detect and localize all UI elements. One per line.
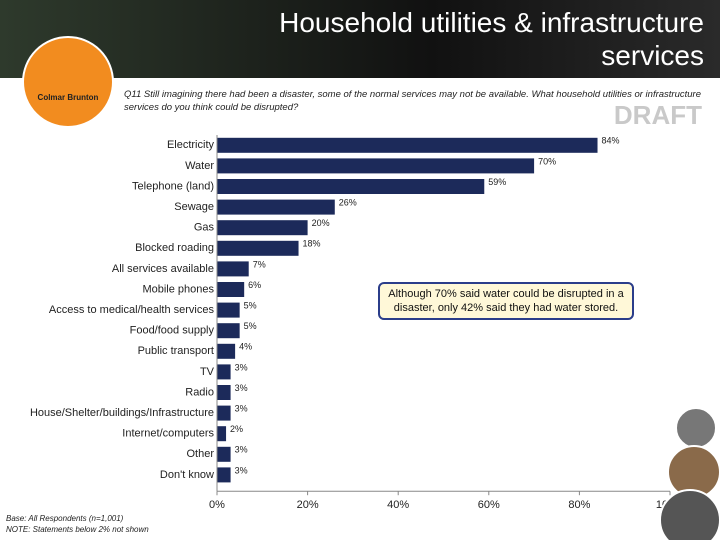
value-label: 2% [230,424,243,434]
logo: Colmar Brunton [22,36,114,128]
bar [217,385,231,400]
footnotes: Base: All Respondents (n=1,001) NOTE: St… [6,513,149,535]
question: Q11 Still imagining there had been a dis… [124,89,701,113]
bar [217,364,231,380]
value-label: 4% [239,342,252,352]
bar [217,426,227,442]
x-tick-label: 60% [478,499,500,511]
value-label: 6% [248,280,261,290]
bar [217,137,598,153]
bar [217,179,485,194]
bar [217,158,535,174]
category-label: Radio [185,386,214,398]
logo-text: Colmar Brunton [37,93,99,102]
category-label: Internet/computers [122,428,214,440]
value-label: 3% [235,362,248,372]
value-label: 3% [235,445,248,455]
footnote: NOTE: Statements below 2% not shown [6,525,149,534]
category-label: TV [200,366,215,378]
bar [217,343,236,359]
value-label: 26% [339,197,357,207]
value-label: 7% [253,259,266,269]
x-tick-label: 20% [297,499,319,511]
value-label: 18% [303,239,321,249]
category-label: Food/food supply [130,325,215,337]
category-label: Other [186,448,214,460]
bar [217,261,249,277]
category-label: All services available [112,263,214,275]
value-label: 20% [312,218,330,228]
value-label: 59% [488,177,506,187]
category-label: Mobile phones [142,283,214,295]
bar [217,220,308,236]
photo [675,407,717,449]
bar [217,199,335,215]
category-label: Public transport [138,345,214,357]
bar [217,282,245,297]
bar [217,240,299,256]
bar [217,323,240,339]
x-tick-label: 80% [568,499,590,511]
category-label: House/Shelter/buildings/Infrastructure [30,407,214,419]
value-label: 5% [244,300,257,310]
category-label: Access to medical/health services [49,304,215,316]
category-label: Don't know [160,469,214,481]
draft-stamp: DRAFT [613,100,702,130]
category-label: Telephone (land) [132,180,214,192]
category-label: Water [185,160,214,172]
value-label: 84% [602,136,620,146]
category-label: Blocked roading [135,242,214,254]
x-tick-label: 0% [209,499,225,511]
photo [659,489,720,540]
category-label: Sewage [174,201,214,213]
value-label: 70% [538,156,556,166]
footnote: Base: All Respondents (n=1,001) [6,514,124,523]
x-tick-label: 40% [387,499,409,511]
value-label: 3% [235,403,248,413]
annotation: Although 70% said water could be disrupt… [378,282,634,320]
bar [217,467,231,483]
bar [217,405,231,421]
category-label: Electricity [167,139,215,151]
category-label: Gas [194,222,215,234]
value-label: 5% [244,321,257,331]
header-band [0,0,720,78]
value-label: 3% [235,465,248,475]
bar [217,446,231,462]
bar [217,302,240,318]
value-label: 3% [235,383,248,393]
slide-title: Household utilities & infrastructure ser… [279,7,704,71]
